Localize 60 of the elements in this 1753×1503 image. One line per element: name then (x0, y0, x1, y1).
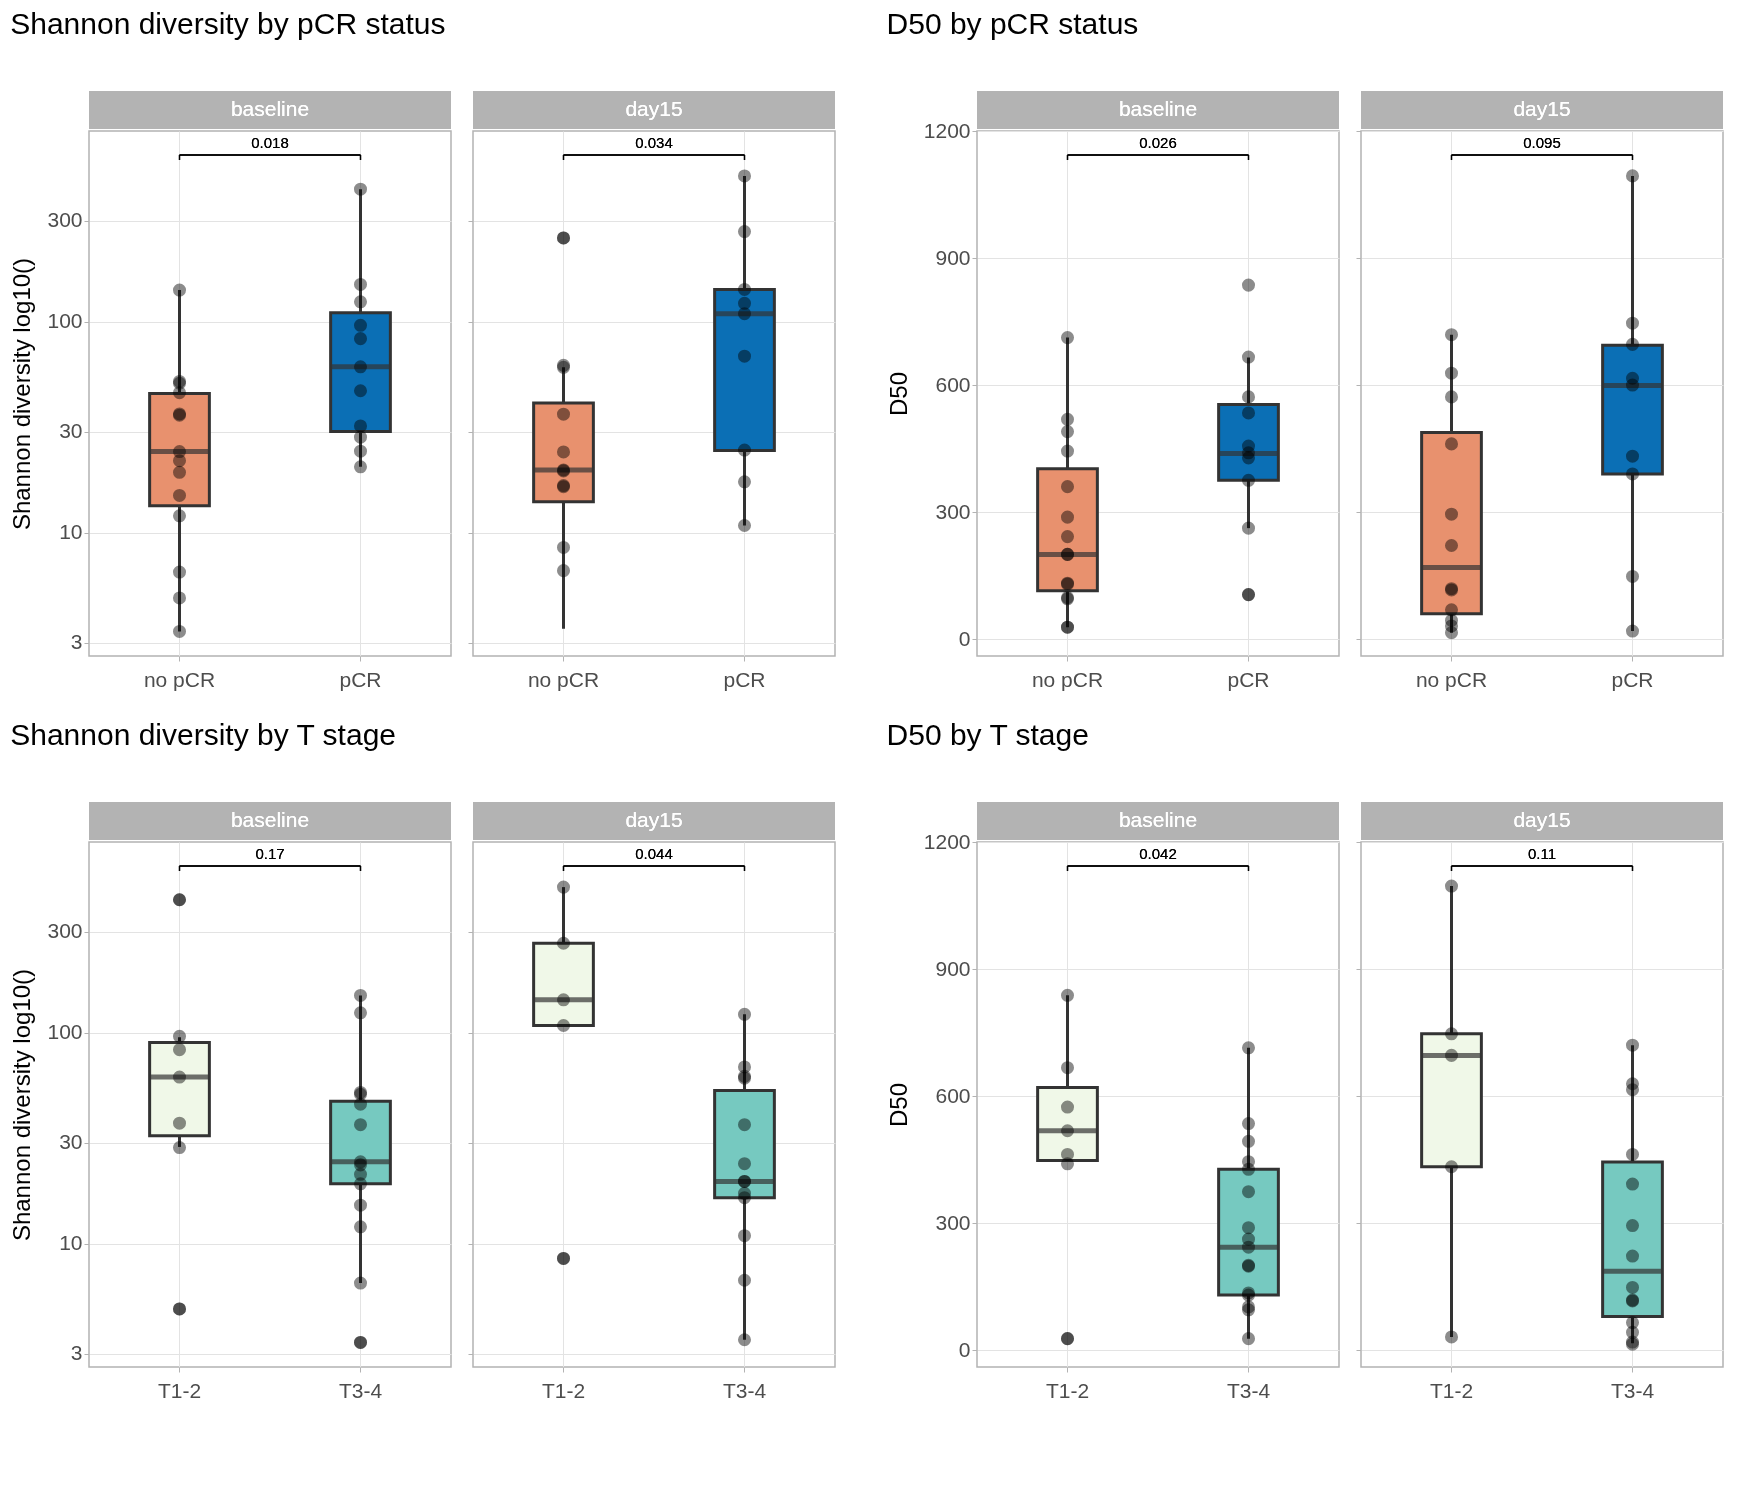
chart-subtitle: day15 (625, 808, 683, 831)
y-axis-title: Shannon diversity log10() (8, 968, 36, 1242)
x-tick-label: pCR (1227, 667, 1270, 691)
y-tick-label: 0 (958, 1337, 971, 1361)
y-tick-label: 30 (59, 1130, 83, 1154)
y-tick-label: 300 (935, 499, 971, 523)
y-tick-label: 900 (935, 956, 971, 980)
x-tick-label: pCR (1611, 667, 1654, 691)
x-tick-label: no pCR (527, 667, 600, 691)
annotation: 0.17 (255, 845, 285, 862)
y-tick-label: 3 (70, 630, 83, 654)
y-tick-label: 0 (958, 626, 971, 650)
chart-subtitle: day15 (1513, 808, 1571, 831)
annotation: 0.044 (635, 845, 673, 862)
y-tick-label: 900 (935, 245, 971, 269)
chart-subtitle: baseline (1118, 97, 1198, 120)
x-tick-label: T3-4 (722, 1378, 767, 1402)
chart-title: Shannon diversity by pCR status (10, 7, 446, 41)
x-tick-label: T1-2 (1045, 1378, 1090, 1402)
y-tick-label: 300 (47, 919, 83, 943)
x-tick-label: T3-4 (338, 1378, 383, 1402)
y-tick-label: 3 (70, 1341, 83, 1365)
x-tick-label: no pCR (143, 667, 216, 691)
annotation: 0.026 (1139, 134, 1177, 151)
y-tick-label: 600 (935, 372, 971, 396)
x-tick-label: T1-2 (157, 1378, 202, 1402)
y-tick-label: 300 (47, 208, 83, 232)
chart-subtitle: baseline (1118, 808, 1198, 831)
x-tick-label: no pCR (1415, 667, 1488, 691)
x-tick-label: pCR (723, 667, 766, 691)
annotation: 0.095 (1523, 134, 1561, 151)
y-tick-label: 600 (935, 1083, 971, 1107)
y-tick-label: 100 (47, 309, 83, 333)
annotation: 0.11 (1527, 845, 1557, 862)
chart-subtitle: day15 (625, 97, 683, 120)
y-tick-label: 10 (59, 1231, 83, 1255)
y-axis-title: D50 (884, 1082, 912, 1128)
chart-title: Shannon diversity by T stage (10, 718, 397, 752)
annotation: 0.042 (1139, 845, 1177, 862)
y-axis-title: D50 (884, 371, 912, 417)
y-axis-title: Shannon diversity log10() (8, 257, 36, 531)
x-tick-label: T3-4 (1226, 1378, 1271, 1402)
y-tick-label: 100 (47, 1020, 83, 1044)
chart-title: D50 by T stage (886, 718, 1089, 752)
chart-title: D50 by pCR status (886, 7, 1139, 41)
y-tick-label: 10 (59, 520, 83, 544)
x-tick-label: pCR (339, 667, 382, 691)
x-tick-label: no pCR (1031, 667, 1104, 691)
chart-subtitle: baseline (230, 97, 310, 120)
annotation: 0.018 (251, 134, 289, 151)
x-tick-label: T1-2 (541, 1378, 586, 1402)
y-tick-label: 1200 (923, 118, 971, 142)
chart-subtitle: baseline (230, 808, 310, 831)
y-tick-label: 30 (59, 419, 83, 443)
y-tick-label: 300 (935, 1210, 971, 1234)
x-tick-label: T3-4 (1610, 1378, 1655, 1402)
chart-subtitle: day15 (1513, 97, 1571, 120)
annotation: 0.034 (635, 134, 673, 151)
y-tick-label: 1200 (923, 829, 971, 853)
x-tick-label: T1-2 (1429, 1378, 1474, 1402)
